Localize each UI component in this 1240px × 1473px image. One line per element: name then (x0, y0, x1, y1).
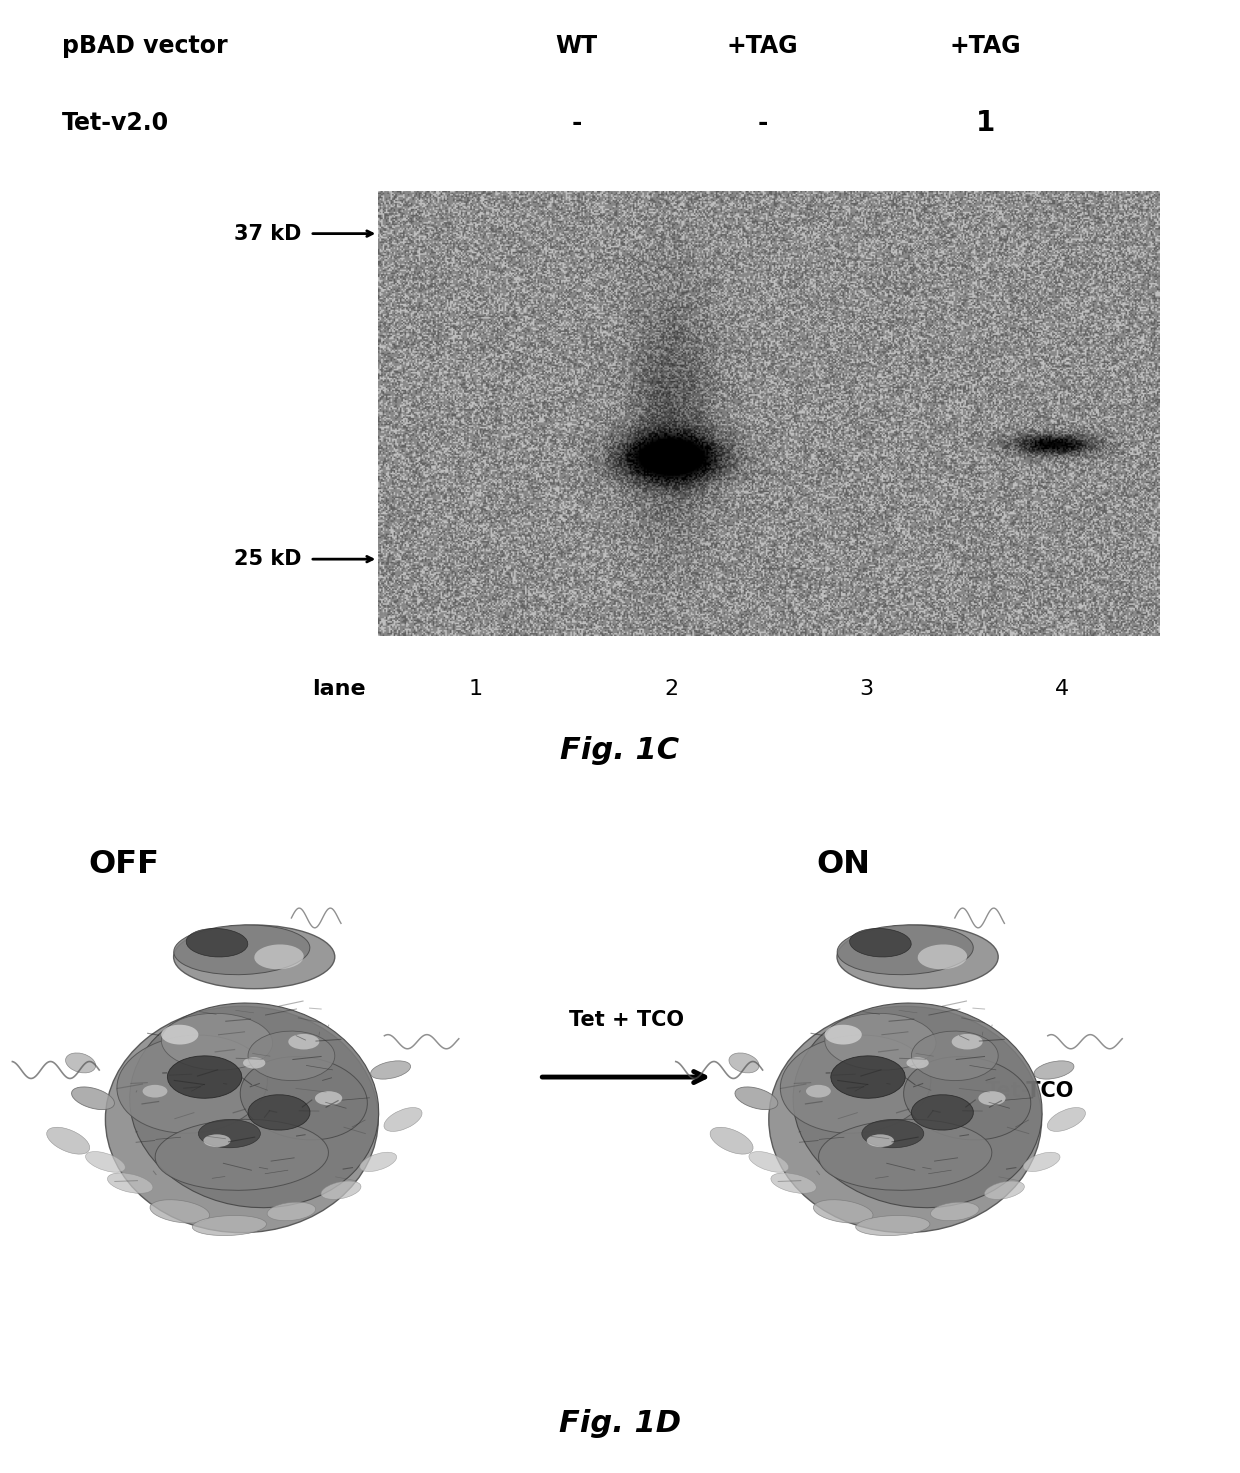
Ellipse shape (918, 944, 967, 969)
Text: Fig. 1C: Fig. 1C (560, 736, 680, 764)
Ellipse shape (155, 1119, 329, 1190)
Text: 1: 1 (469, 679, 482, 700)
Text: WT: WT (556, 34, 598, 57)
Ellipse shape (837, 925, 998, 988)
Ellipse shape (771, 1173, 816, 1193)
Ellipse shape (978, 1091, 1006, 1105)
Ellipse shape (729, 1053, 759, 1072)
Text: +TAG: +TAG (950, 34, 1022, 57)
Text: 1: 1 (976, 109, 996, 137)
Ellipse shape (831, 1056, 905, 1099)
Ellipse shape (150, 1199, 210, 1223)
Ellipse shape (930, 1202, 980, 1221)
Ellipse shape (161, 1013, 273, 1069)
Text: +TAG: +TAG (727, 34, 799, 57)
Text: lane: lane (312, 679, 366, 700)
Ellipse shape (711, 1127, 753, 1155)
Ellipse shape (1034, 1061, 1074, 1080)
Text: OFF: OFF (88, 850, 160, 881)
Ellipse shape (952, 1034, 982, 1049)
Ellipse shape (66, 1053, 95, 1072)
Ellipse shape (243, 1058, 265, 1068)
Ellipse shape (288, 1034, 320, 1049)
Ellipse shape (1023, 1152, 1060, 1171)
Ellipse shape (825, 1025, 862, 1044)
Ellipse shape (813, 1199, 873, 1223)
Text: 3: 3 (859, 679, 873, 700)
Ellipse shape (198, 1119, 260, 1147)
Ellipse shape (384, 1108, 422, 1131)
Ellipse shape (780, 1036, 931, 1133)
Ellipse shape (86, 1152, 125, 1173)
Ellipse shape (794, 1003, 1042, 1208)
Ellipse shape (985, 1181, 1024, 1199)
Ellipse shape (769, 1006, 1042, 1233)
Ellipse shape (806, 1084, 831, 1097)
Text: Tet + TCO: Tet + TCO (569, 1010, 683, 1031)
Ellipse shape (904, 1056, 1030, 1140)
Text: pBAD vector: pBAD vector (62, 34, 228, 57)
Text: 25 kD: 25 kD (234, 549, 301, 569)
Ellipse shape (321, 1181, 361, 1199)
Ellipse shape (117, 1036, 268, 1133)
Ellipse shape (108, 1173, 153, 1193)
Text: ON: ON (816, 850, 870, 881)
Text: Tet-TCO: Tet-TCO (986, 1081, 1074, 1102)
Ellipse shape (911, 1031, 998, 1081)
Ellipse shape (849, 928, 911, 957)
Ellipse shape (315, 1091, 342, 1105)
Ellipse shape (203, 1134, 231, 1147)
Ellipse shape (371, 1061, 410, 1080)
Text: Tet-v2.0: Tet-v2.0 (62, 110, 169, 134)
Ellipse shape (241, 1056, 367, 1140)
Ellipse shape (856, 1215, 930, 1236)
Ellipse shape (186, 928, 248, 957)
Ellipse shape (167, 1056, 242, 1099)
Ellipse shape (818, 1119, 992, 1190)
Ellipse shape (862, 1119, 924, 1147)
Ellipse shape (47, 1127, 89, 1155)
Ellipse shape (837, 925, 973, 975)
Text: -: - (758, 110, 768, 134)
Text: 37 kD: 37 kD (234, 224, 301, 243)
Ellipse shape (254, 944, 304, 969)
Ellipse shape (174, 925, 335, 988)
Ellipse shape (130, 1003, 378, 1208)
Ellipse shape (248, 1094, 310, 1130)
Ellipse shape (105, 1006, 378, 1233)
Ellipse shape (911, 1094, 973, 1130)
Ellipse shape (248, 1031, 335, 1081)
Ellipse shape (174, 925, 310, 975)
Ellipse shape (192, 1215, 267, 1236)
Text: Fig. 1D: Fig. 1D (559, 1410, 681, 1438)
Ellipse shape (161, 1025, 198, 1044)
Ellipse shape (749, 1152, 789, 1173)
Ellipse shape (825, 1013, 936, 1069)
Ellipse shape (906, 1058, 929, 1068)
Ellipse shape (360, 1152, 397, 1171)
Text: 2: 2 (665, 679, 678, 700)
Ellipse shape (1048, 1108, 1085, 1131)
Ellipse shape (735, 1087, 777, 1109)
Text: 4: 4 (1055, 679, 1069, 700)
Ellipse shape (867, 1134, 894, 1147)
Text: -: - (572, 110, 582, 134)
Ellipse shape (267, 1202, 316, 1221)
Ellipse shape (143, 1084, 167, 1097)
Ellipse shape (72, 1087, 114, 1109)
